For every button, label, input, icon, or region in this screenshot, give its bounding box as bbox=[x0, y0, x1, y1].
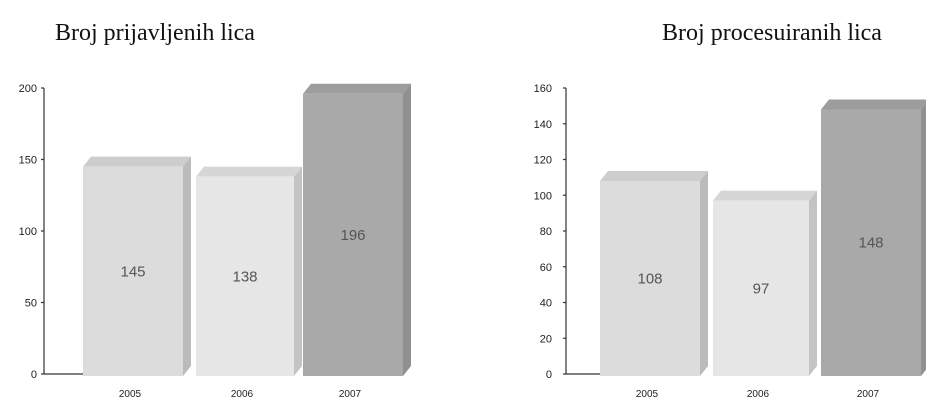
bars: 108 97 148 bbox=[600, 99, 926, 376]
bar-top-face bbox=[600, 170, 708, 181]
bar-top-face bbox=[303, 83, 411, 94]
y-tick-label: 100 bbox=[19, 226, 37, 238]
y-tick-label: 200 bbox=[19, 83, 37, 95]
y-tick-label: 160 bbox=[534, 83, 552, 95]
x-axis: 2005 2006 2007 bbox=[636, 389, 880, 400]
bar-2007: 196 bbox=[303, 83, 411, 376]
y-tick-label: 40 bbox=[540, 298, 552, 310]
y-axis: 0 50 100 150 200 bbox=[19, 83, 92, 381]
bar-2006: 97 bbox=[713, 190, 817, 376]
bar-value-label: 145 bbox=[120, 263, 145, 280]
bar-side-face bbox=[700, 170, 708, 376]
x-category-label: 2007 bbox=[857, 389, 880, 400]
x-category-label: 2006 bbox=[747, 389, 770, 400]
chart-title: Broj procesuiranih lica bbox=[662, 20, 882, 46]
x-category-label: 2007 bbox=[339, 389, 362, 400]
x-category-label: 2005 bbox=[636, 389, 659, 400]
bar-side-face bbox=[403, 83, 411, 376]
y-tick-label: 140 bbox=[534, 119, 552, 131]
y-tick-label: 20 bbox=[540, 333, 552, 345]
y-axis: 0 20 40 60 80 100 120 140 160 bbox=[534, 83, 614, 381]
x-category-label: 2005 bbox=[119, 389, 142, 400]
bar-top-face bbox=[83, 156, 191, 167]
bar-2006: 138 bbox=[196, 166, 302, 376]
bars: 145 138 196 bbox=[83, 83, 411, 376]
chart-processed-persons: Broj procesuiranih lica 0 20 40 60 80 100 120 1… bbox=[534, 20, 926, 400]
y-tick-label: 100 bbox=[534, 190, 552, 202]
bar-value-label: 97 bbox=[753, 280, 770, 297]
bar-value-label: 196 bbox=[340, 227, 365, 244]
bar-front-face bbox=[196, 176, 294, 376]
bar-value-label: 108 bbox=[637, 270, 662, 287]
bar-front-face bbox=[821, 109, 921, 376]
y-tick-label: 0 bbox=[31, 369, 37, 381]
bar-value-label: 148 bbox=[858, 235, 883, 252]
bar-2005: 108 bbox=[600, 170, 708, 376]
y-tick-label: 0 bbox=[546, 369, 552, 381]
bar-side-face bbox=[809, 190, 817, 376]
x-axis: 2005 2006 2007 bbox=[119, 389, 362, 400]
y-tick-label: 150 bbox=[19, 155, 37, 167]
bar-top-face bbox=[713, 190, 817, 201]
bar-front-face bbox=[600, 180, 700, 376]
y-tick-label: 120 bbox=[534, 155, 552, 167]
y-tick-label: 80 bbox=[540, 226, 552, 238]
bar-top-face bbox=[821, 99, 926, 110]
bar-2005: 145 bbox=[83, 156, 191, 376]
bar-side-face bbox=[921, 103, 926, 376]
chart-title: Broj prijavljenih lica bbox=[55, 20, 255, 46]
bar-front-face bbox=[303, 93, 403, 376]
y-tick-label: 60 bbox=[540, 262, 552, 274]
bar-side-face bbox=[183, 156, 191, 376]
bar-front-face bbox=[83, 166, 183, 376]
bar-front-face bbox=[713, 200, 809, 376]
y-tick-label: 50 bbox=[25, 298, 37, 310]
bar-top-face bbox=[196, 166, 302, 177]
x-category-label: 2006 bbox=[231, 389, 254, 400]
bar-side-face bbox=[294, 166, 302, 376]
bar-value-label: 138 bbox=[232, 268, 257, 285]
bar-2007: 148 bbox=[821, 99, 926, 376]
